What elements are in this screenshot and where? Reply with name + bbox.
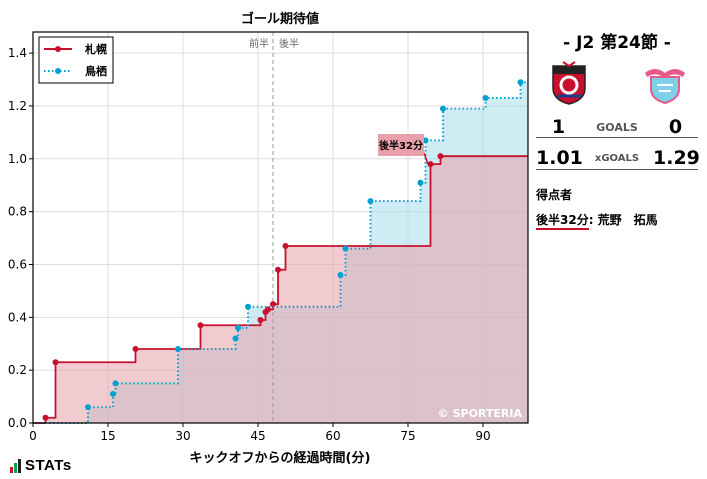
point-鳥栖 <box>85 404 91 411</box>
goals-row: 1 GOALS 0 <box>536 116 698 138</box>
x-tick-label: 30 <box>175 429 190 443</box>
plot-frame <box>32 31 529 424</box>
consadole-crest-icon <box>549 60 589 110</box>
legend-label-札幌: 札幌 <box>84 42 107 56</box>
point-鳥栖 <box>440 105 446 112</box>
annotation-text: 後半32分 <box>379 139 423 152</box>
x-tick-label: 60 <box>325 429 340 443</box>
point-札幌 <box>437 153 444 160</box>
point-鳥栖 <box>417 179 424 186</box>
half-label-second: 後半 <box>279 37 299 50</box>
scorer-player: : 荒野 拓馬 <box>588 213 658 227</box>
watermark: © SPORTERIA <box>438 407 523 420</box>
area-札幌 <box>33 156 528 423</box>
divider <box>536 137 698 138</box>
point-鳥栖 <box>517 79 524 86</box>
point-鳥栖 <box>235 324 241 331</box>
x-tick-label: 15 <box>100 429 115 443</box>
sagan-crest-icon <box>643 63 687 109</box>
half-label-first: 前半 <box>249 37 269 50</box>
y-tick-label: 1.0 <box>8 152 27 166</box>
xgoals-row: 1.01 xGOALS 1.29 <box>536 147 700 169</box>
legend-label-鳥栖: 鳥栖 <box>85 64 107 78</box>
legend-marker-札幌 <box>55 46 61 52</box>
y-tick-label: 0.6 <box>8 257 27 271</box>
point-鳥栖 <box>110 390 116 397</box>
point-札幌 <box>427 161 434 168</box>
point-札幌 <box>132 346 139 353</box>
point-鳥栖 <box>175 346 181 353</box>
annotation-box <box>378 134 424 156</box>
point-札幌 <box>270 301 276 308</box>
y-tick-label: 0.2 <box>8 363 27 377</box>
stats-logo-text: STATs <box>25 457 72 474</box>
point-鳥栖 <box>245 303 251 310</box>
scorers-title: 得点者 <box>536 188 573 202</box>
y-tick-label: 1.2 <box>8 99 27 113</box>
y-tick-label: 0.0 <box>8 416 27 430</box>
scorer-time: 後半32分 <box>536 213 589 230</box>
x-tick-label: 75 <box>400 429 415 443</box>
stats-bars-icon <box>10 459 21 473</box>
point-鳥栖 <box>367 198 374 205</box>
point-札幌 <box>282 242 289 249</box>
y-tick-label: 0.8 <box>8 205 27 219</box>
home-goals: 1 <box>551 116 566 138</box>
legend-box <box>38 36 114 84</box>
home-xgoals: 1.01 <box>536 147 583 169</box>
point-札幌 <box>275 266 281 273</box>
x-tick-label: 90 <box>475 429 490 443</box>
point-札幌 <box>42 414 49 421</box>
y-tick-label: 1.4 <box>8 46 27 60</box>
annotation-pointer <box>423 152 429 165</box>
line-鳥栖 <box>33 81 528 424</box>
point-鳥栖 <box>337 272 344 279</box>
xgoals-label: xGOALS <box>594 152 640 164</box>
divider <box>536 169 698 170</box>
point-鳥栖 <box>482 95 489 102</box>
point-札幌 <box>265 306 271 313</box>
x-tick-label: 45 <box>250 429 265 443</box>
y-tick-label: 0.4 <box>8 310 27 324</box>
stats-logo: STATs <box>10 458 72 473</box>
point-札幌 <box>52 359 59 366</box>
away-xgoals: 1.29 <box>653 147 700 169</box>
point-鳥栖 <box>112 380 119 387</box>
legend-marker-鳥栖 <box>55 68 61 74</box>
away-goals: 0 <box>668 116 683 138</box>
x-tick-label: 0 <box>29 429 37 443</box>
match-title: - J2 第24節 - <box>563 33 671 53</box>
point-札幌 <box>197 322 204 329</box>
x-axis-label: キックオフからの経過時間(分) <box>190 450 371 466</box>
goals-label: GOALS <box>596 120 638 134</box>
point-札幌 <box>257 316 264 323</box>
scorer-entry: 後半32分: 荒野 拓馬 <box>536 211 658 230</box>
point-鳥栖 <box>342 245 349 252</box>
chart-title: ゴール期待値 <box>241 11 319 27</box>
point-鳥栖 <box>232 335 239 342</box>
